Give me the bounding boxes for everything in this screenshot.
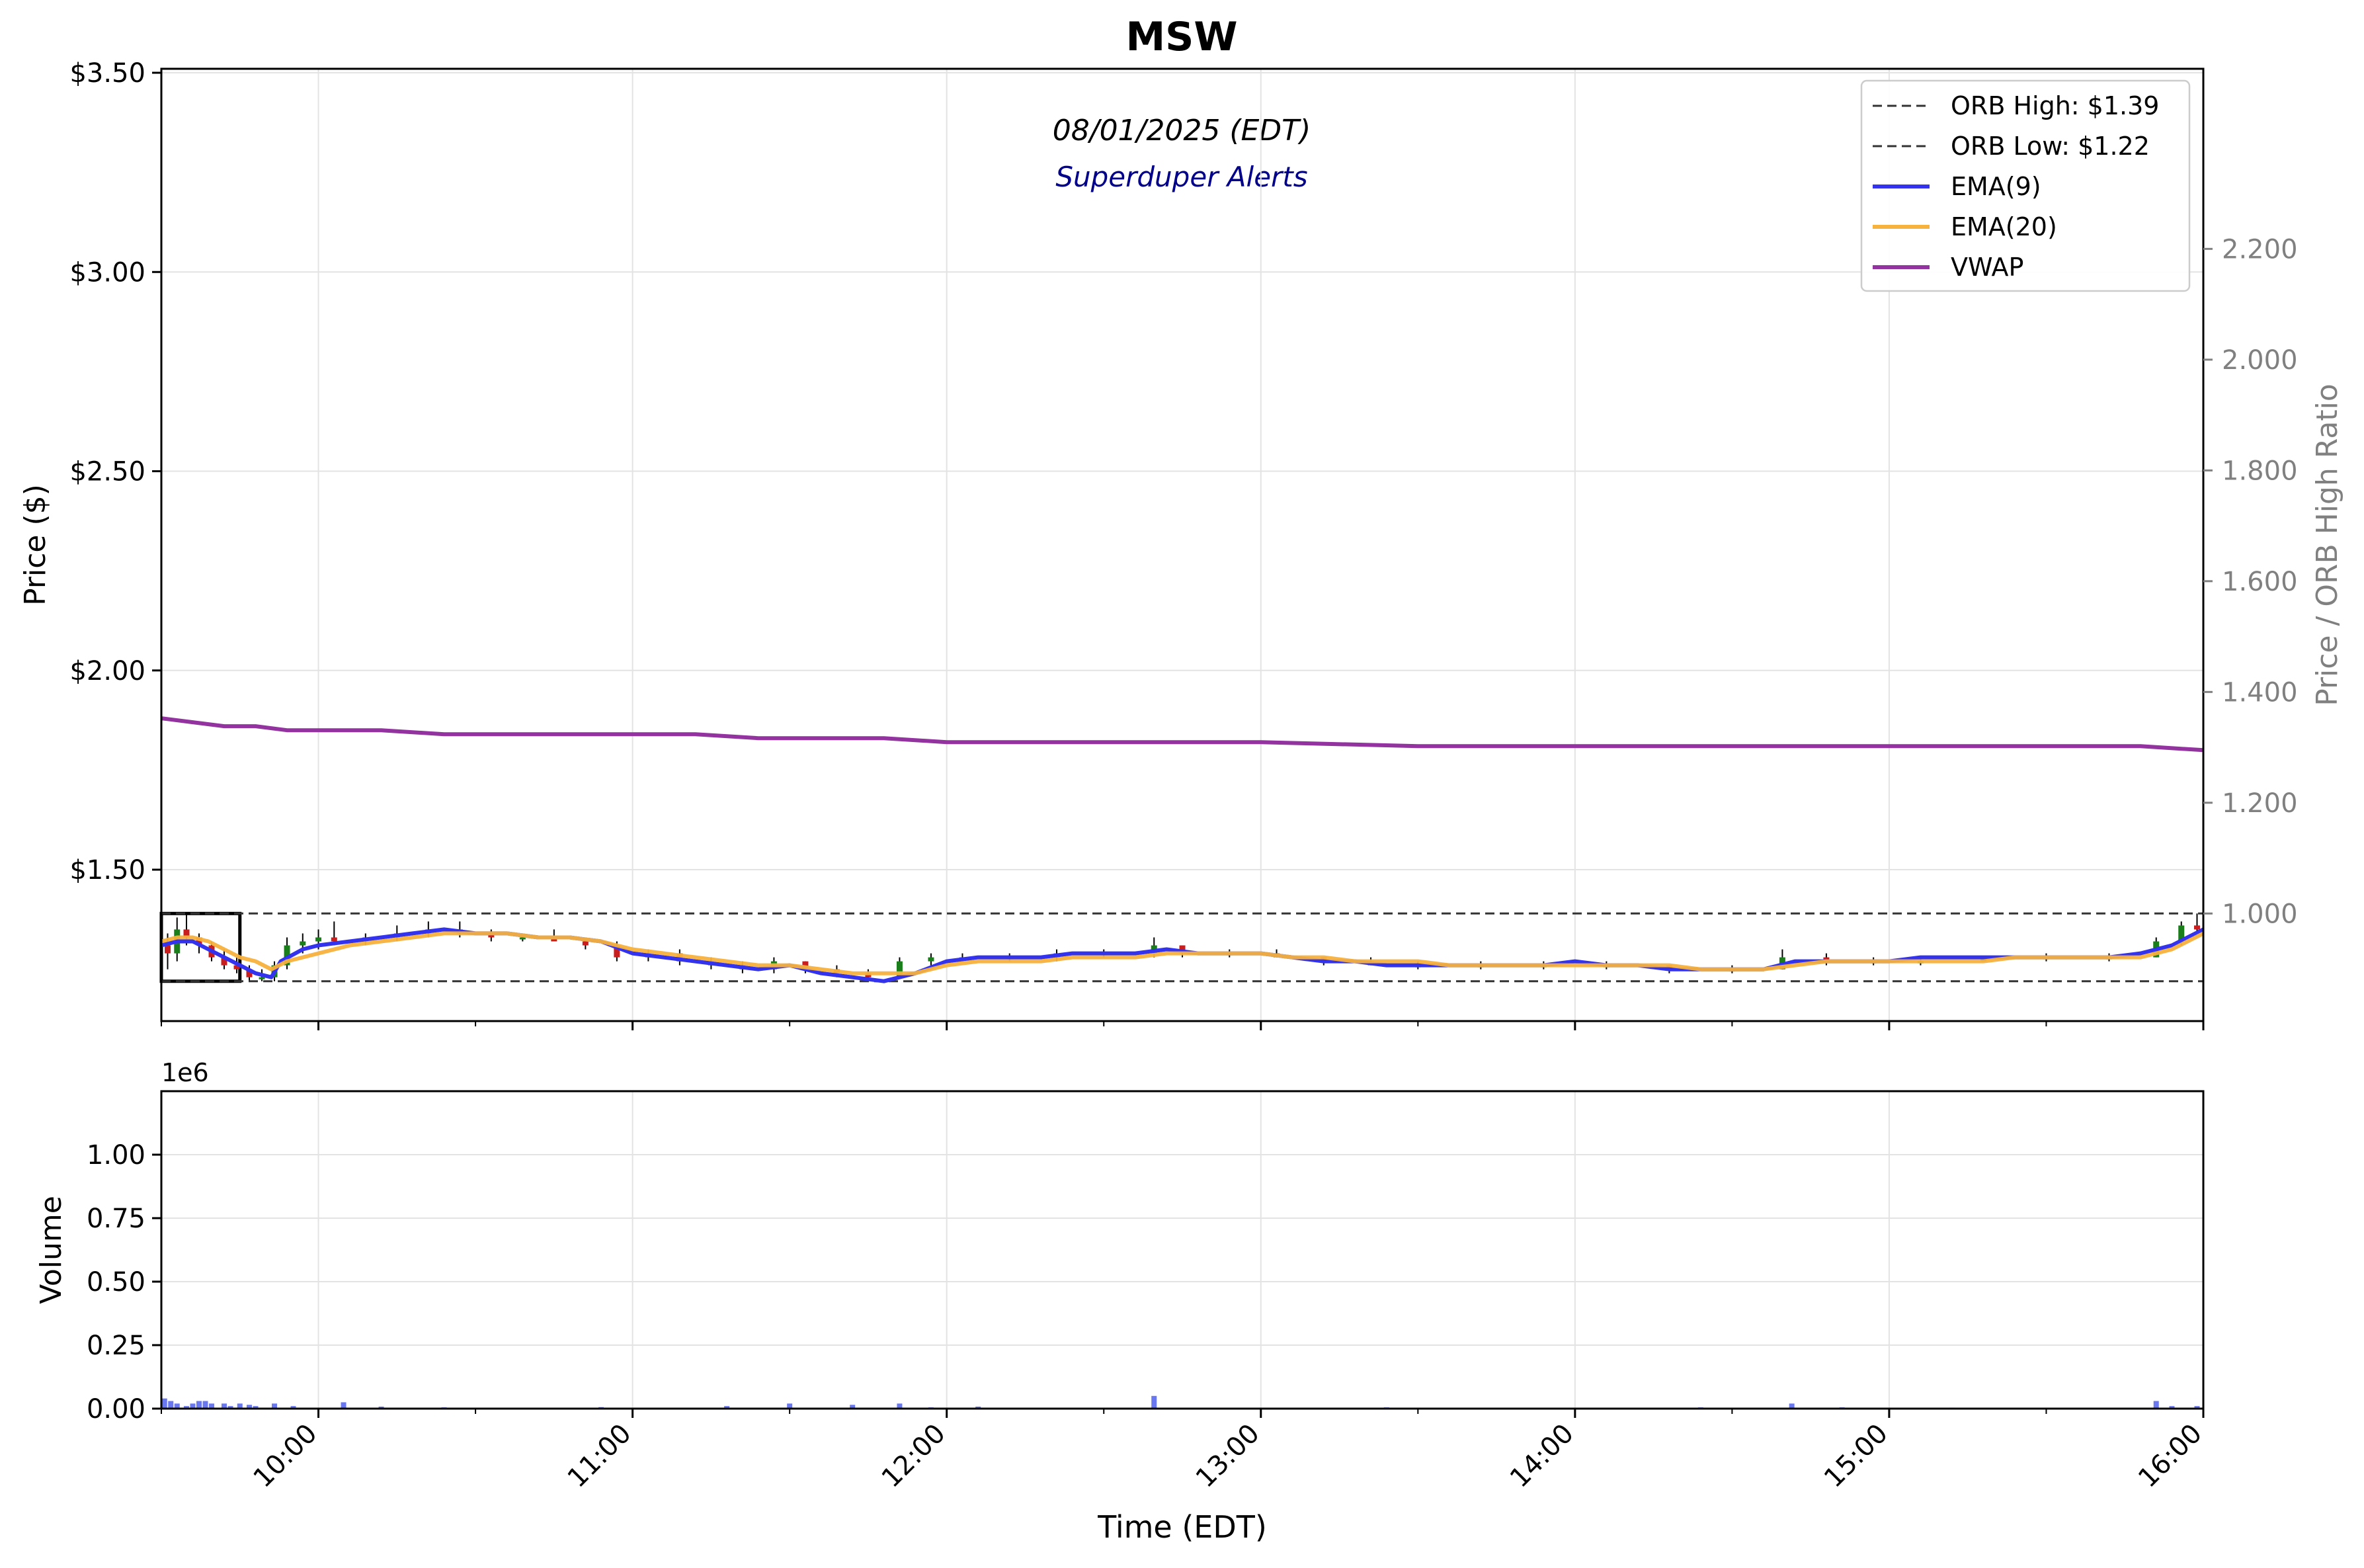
- volume-bar: [196, 1401, 202, 1409]
- volume-bar: [787, 1403, 793, 1409]
- volume-bar: [2169, 1406, 2175, 1409]
- ratio-y-tick-label: 1.200: [2222, 788, 2298, 819]
- candle-body: [614, 945, 620, 958]
- ratio-y-axis-label: Price / ORB High Ratio: [2310, 384, 2344, 706]
- volume-bar: [850, 1405, 856, 1409]
- candle-body: [928, 957, 934, 962]
- volume-y-tick-label: 0.25: [87, 1331, 145, 1361]
- volume-y-tick-label: 0.00: [87, 1394, 145, 1424]
- candle-body: [315, 937, 322, 942]
- volume-y-tick-label: 0.50: [87, 1267, 145, 1298]
- volume-bar: [237, 1403, 243, 1409]
- candle-body: [2178, 925, 2185, 942]
- candle-body: [165, 945, 171, 954]
- volume-y-tick-label: 1.00: [87, 1140, 145, 1171]
- candle-body: [1666, 965, 1672, 970]
- candle-body: [331, 937, 337, 942]
- volume-bar: [2153, 1401, 2159, 1409]
- x-axis-label: Time (EDT): [1097, 1509, 1267, 1545]
- ratio-y-tick-label: 1.400: [2222, 677, 2298, 708]
- price-y-tick-label: $2.50: [69, 457, 145, 487]
- price-y-tick-label: $3.00: [69, 257, 145, 288]
- ratio-y-ticks: 1.000 1.200 1.400 1.600 1.800 2.000 2.200: [2203, 234, 2298, 929]
- price-plot: [159, 716, 2205, 983]
- volume-bar: [1151, 1395, 1157, 1409]
- vwap-line: [161, 716, 2204, 753]
- volume-axes-frame: [160, 1090, 2205, 1410]
- candlestick: [2193, 913, 2200, 934]
- volume-bar: [253, 1406, 259, 1409]
- chart-date-subtitle: 08/01/2025 (EDT): [1053, 114, 1311, 147]
- price-y-tick-label: $1.50: [69, 855, 145, 886]
- volume-bar: [378, 1406, 384, 1409]
- legend-vwap-label: VWAP: [1951, 253, 2023, 282]
- candle-body: [865, 973, 872, 977]
- legend-orb-low-label: ORB Low: $1.22: [1951, 132, 2150, 161]
- volume-bar: [174, 1403, 180, 1409]
- volume-bar: [209, 1403, 215, 1409]
- price-y-tick-label: $3.50: [69, 58, 145, 89]
- price-y-ticks: $1.50 $2.00 $2.50 $3.00 $3.50: [69, 58, 161, 886]
- chart-title: MSW: [1125, 14, 1237, 60]
- ratio-y-tick-label: 1.600: [2222, 567, 2298, 597]
- candle-body: [582, 941, 589, 946]
- legend-ema9-label: EMA(9): [1951, 172, 2041, 201]
- volume-bar: [184, 1406, 190, 1409]
- chart-legend: ORB High: $1.39 ORB Low: $1.22 EMA(9) EMA(2…: [1860, 79, 2191, 292]
- volume-bar: [1789, 1403, 1795, 1409]
- candle-body: [2193, 925, 2200, 930]
- volume-bar: [2194, 1406, 2200, 1409]
- volume-bar: [247, 1405, 253, 1409]
- candle-body: [233, 965, 240, 970]
- price-y-axis-label: Price ($): [19, 484, 52, 606]
- legend-box: [1860, 79, 2191, 292]
- volume-bar: [341, 1402, 346, 1409]
- candle-body: [259, 977, 265, 979]
- candle-body: [196, 937, 202, 946]
- price-axes-frame: [160, 67, 2205, 1022]
- price-y-tick-label: $2.00: [69, 656, 145, 686]
- candlestick: [928, 953, 934, 966]
- volume-bar: [161, 1398, 167, 1409]
- volume-bar: [724, 1406, 730, 1409]
- price-x-ticks: [161, 1021, 2205, 1030]
- legend-orb-high-label: ORB High: $1.39: [1951, 91, 2159, 120]
- candlestick: [284, 937, 290, 970]
- ratio-y-tick-label: 1.800: [2222, 456, 2298, 486]
- volume-bar: [272, 1403, 278, 1409]
- chart-brand-subtitle: Superduper Alerts: [1055, 161, 1307, 193]
- candle-body: [284, 945, 290, 966]
- volume-bar: [190, 1403, 196, 1409]
- volume-bar: [168, 1401, 174, 1409]
- candle-body: [300, 941, 306, 946]
- volume-bar: [227, 1406, 233, 1409]
- volume-bar: [975, 1406, 981, 1409]
- candle-body: [221, 957, 227, 966]
- volume-bar: [202, 1401, 208, 1409]
- volume-bar: [222, 1403, 227, 1409]
- candle-body: [488, 933, 495, 938]
- legend-ema20-label: EMA(20): [1951, 212, 2057, 241]
- candle-body: [183, 929, 190, 938]
- ratio-y-tick-label: 1.000: [2222, 899, 2298, 929]
- candle-body: [519, 937, 526, 940]
- volume-y-axis-label: Volume: [34, 1196, 68, 1304]
- ratio-y-tick-label: 2.200: [2222, 234, 2298, 265]
- volume-y-ticks: 0.00 0.25 0.50 0.75 1.00: [87, 1140, 161, 1424]
- candle-body: [246, 969, 253, 977]
- ema20-line: [161, 931, 2205, 975]
- volume-offset-label: 1e6: [161, 1058, 209, 1087]
- volume-y-tick-label: 0.75: [87, 1204, 145, 1234]
- ratio-y-tick-label: 2.000: [2222, 345, 2298, 376]
- candle-body: [896, 961, 903, 977]
- volume-bar: [897, 1403, 903, 1409]
- volume-bar: [290, 1406, 296, 1409]
